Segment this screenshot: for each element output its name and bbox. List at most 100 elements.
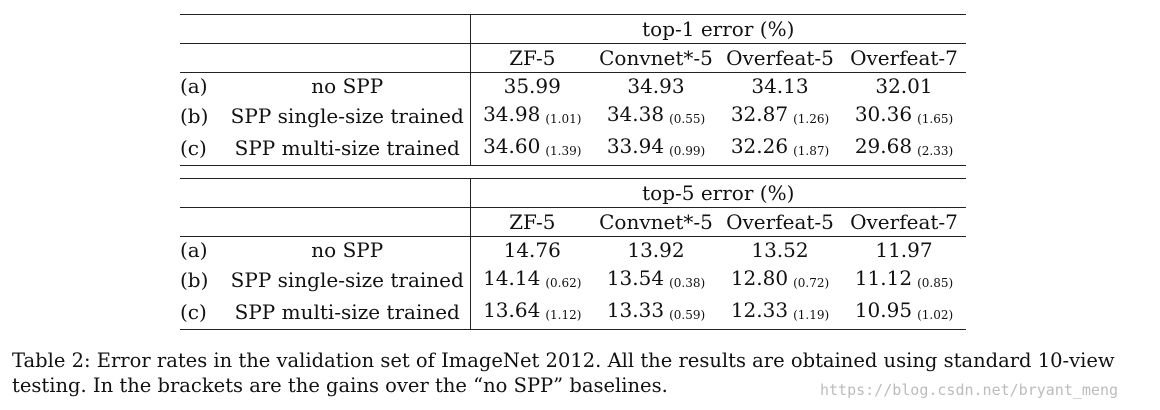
row-id: (a) [180, 73, 225, 101]
column-header: Overfeat-7 [842, 208, 966, 237]
cell-value: 34.98 [483, 102, 540, 126]
cell-value: 34.13 [751, 74, 808, 98]
column-header-row: ZF-5 Convnet*-5 Overfeat-5 Overfeat-7 [180, 44, 966, 73]
table-cell: 11.97 [842, 237, 966, 265]
row-method: SPP single-size trained [225, 265, 470, 297]
row-method: no SPP [225, 237, 470, 265]
table-cell: 14.14 (0.62) [470, 265, 594, 297]
row-id: (b) [180, 265, 225, 297]
cell-gain: (1.65) [917, 112, 953, 126]
cell-gain: (1.01) [545, 112, 581, 126]
table-cell: 32.87 (1.26) [718, 101, 842, 133]
top1-error-table: top-1 error (%) ZF-5 Convnet*-5 Overfeat… [180, 14, 966, 166]
table-title-row: top-5 error (%) [180, 179, 966, 208]
watermark: https://blog.csdn.net/bryant_meng [820, 381, 1118, 399]
row-id: (a) [180, 237, 225, 265]
table-row: (a) no SPP 14.76 13.92 13.52 11.97 [180, 237, 966, 265]
results-table: top-1 error (%) ZF-5 Convnet*-5 Overfeat… [180, 14, 966, 166]
column-header: Overfeat-7 [842, 44, 966, 73]
table-cell: 34.60 (1.39) [470, 133, 594, 166]
cell-value: 32.87 [731, 102, 788, 126]
cell-gain: (2.33) [917, 144, 953, 158]
row-method: SPP multi-size trained [225, 133, 470, 166]
table-cell: 30.36 (1.65) [842, 101, 966, 133]
cell-value: 13.33 [607, 298, 664, 322]
table-title: top-1 error (%) [470, 15, 966, 44]
cell-value: 13.54 [607, 266, 664, 290]
cell-gain: (0.38) [669, 276, 705, 290]
table-cell: 32.26 (1.87) [718, 133, 842, 166]
table-cell: 29.68 (2.33) [842, 133, 966, 166]
table-row: (c) SPP multi-size trained 13.64 (1.12) 1… [180, 297, 966, 330]
cell-gain: (1.87) [793, 144, 829, 158]
table-cell: 33.94 (0.99) [594, 133, 718, 166]
cell-value: 34.38 [607, 102, 664, 126]
table-cell: 14.76 [470, 237, 594, 265]
table-title-row: top-1 error (%) [180, 15, 966, 44]
table-cell: 13.33 (0.59) [594, 297, 718, 330]
column-header: Overfeat-5 [718, 208, 842, 237]
row-method: SPP single-size trained [225, 101, 470, 133]
cell-gain: (0.55) [669, 112, 705, 126]
row-id: (c) [180, 133, 225, 166]
cell-value: 11.12 [855, 266, 912, 290]
table-row: (b) SPP single-size trained 14.14 (0.62) … [180, 265, 966, 297]
cell-value: 29.68 [855, 134, 912, 158]
table-cell: 34.98 (1.01) [470, 101, 594, 133]
cell-gain: (0.72) [793, 276, 829, 290]
table-cell: 34.38 (0.55) [594, 101, 718, 133]
cell-value: 13.52 [751, 238, 808, 262]
table-cell: 13.92 [594, 237, 718, 265]
cell-gain: (0.62) [545, 276, 581, 290]
top5-error-table: top-5 error (%) ZF-5 Convnet*-5 Overfeat… [180, 178, 966, 330]
cell-value: 34.93 [627, 74, 684, 98]
row-method: SPP multi-size trained [225, 297, 470, 330]
row-id: (b) [180, 101, 225, 133]
cell-value: 14.14 [483, 266, 540, 290]
cell-gain: (1.02) [917, 308, 953, 322]
column-header-row: ZF-5 Convnet*-5 Overfeat-5 Overfeat-7 [180, 208, 966, 237]
column-header: ZF-5 [470, 208, 594, 237]
table-cell: 35.99 [470, 73, 594, 101]
table-row: (b) SPP single-size trained 34.98 (1.01) … [180, 101, 966, 133]
column-header: Overfeat-5 [718, 44, 842, 73]
results-table: top-5 error (%) ZF-5 Convnet*-5 Overfeat… [180, 178, 966, 330]
column-header: ZF-5 [470, 44, 594, 73]
cell-gain: (1.12) [545, 308, 581, 322]
cell-value: 10.95 [855, 298, 912, 322]
cell-value: 12.33 [731, 298, 788, 322]
row-id: (c) [180, 297, 225, 330]
column-header: Convnet*-5 [594, 44, 718, 73]
cell-value: 13.92 [627, 238, 684, 262]
cell-gain: (1.26) [793, 112, 829, 126]
table-row: (a) no SPP 35.99 34.93 34.13 32.01 [180, 73, 966, 101]
table-cell: 34.93 [594, 73, 718, 101]
table-cell: 11.12 (0.85) [842, 265, 966, 297]
row-method: no SPP [225, 73, 470, 101]
table-cell: 12.80 (0.72) [718, 265, 842, 297]
cell-value: 32.26 [731, 134, 788, 158]
table-cell: 34.13 [718, 73, 842, 101]
table-cell: 10.95 (1.02) [842, 297, 966, 330]
cell-value: 35.99 [504, 74, 561, 98]
cell-value: 33.94 [607, 134, 664, 158]
table-cell: 13.54 (0.38) [594, 265, 718, 297]
cell-value: 14.76 [504, 238, 561, 262]
cell-gain: (0.85) [917, 276, 953, 290]
table-cell: 13.64 (1.12) [470, 297, 594, 330]
column-header: Convnet*-5 [594, 208, 718, 237]
table-title: top-5 error (%) [470, 179, 966, 208]
cell-value: 11.97 [875, 238, 932, 262]
cell-value: 30.36 [855, 102, 912, 126]
table-cell: 12.33 (1.19) [718, 297, 842, 330]
cell-gain: (0.99) [669, 144, 705, 158]
cell-value: 13.64 [483, 298, 540, 322]
cell-value: 12.80 [731, 266, 788, 290]
cell-value: 34.60 [483, 134, 540, 158]
table-cell: 32.01 [842, 73, 966, 101]
table-row: (c) SPP multi-size trained 34.60 (1.39) 3… [180, 133, 966, 166]
cell-gain: (1.39) [545, 144, 581, 158]
cell-gain: (1.19) [793, 308, 829, 322]
table-cell: 13.52 [718, 237, 842, 265]
caption-line: Table 2: Error rates in the validation s… [12, 348, 1152, 373]
